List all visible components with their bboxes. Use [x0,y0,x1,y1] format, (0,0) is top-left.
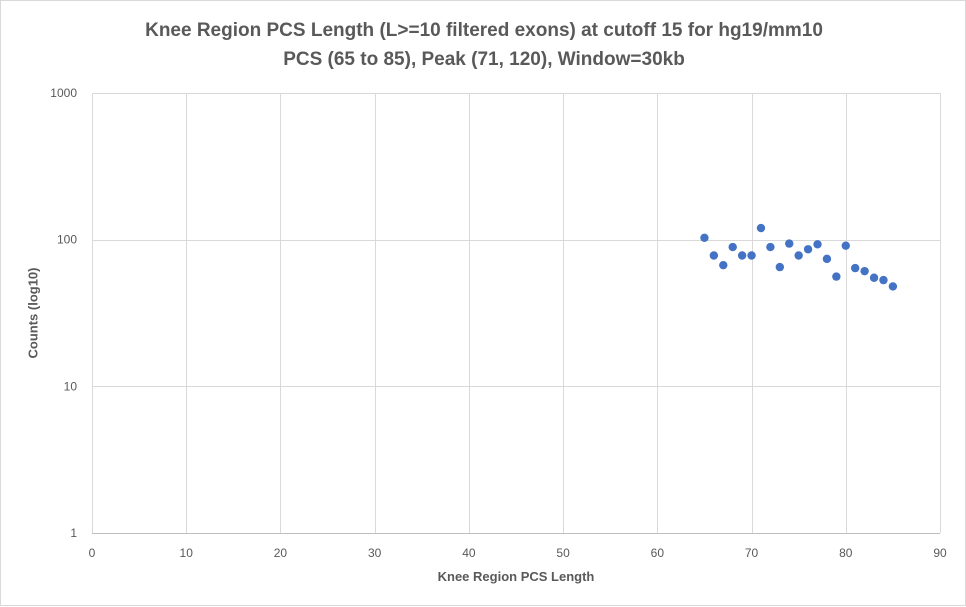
y-tick-label: 10 [64,379,78,393]
data-point [737,251,747,260]
data-point [869,273,879,282]
x-tick-label: 70 [745,546,759,560]
x-tick-label: 40 [462,546,476,560]
x-tick-label: 90 [933,546,947,560]
x-tick-label: 0 [89,546,96,560]
data-point [747,251,756,260]
y-axis-label: Counts (log10) [25,267,41,359]
x-tick-label: 60 [651,546,665,560]
data-point [709,251,719,260]
x-tick-label: 10 [180,546,194,560]
data-point [785,239,794,248]
data-point [775,262,785,272]
data-point [841,241,850,250]
x-tick-label: 50 [556,546,570,560]
data-point [794,251,803,260]
data-point [719,260,728,270]
x-tick-label: 20 [274,546,288,560]
data-point [822,254,832,264]
x-tick-label: 80 [839,546,853,560]
y-tick-label: 1000 [50,86,77,100]
data-point [860,266,869,276]
x-tick-label: 30 [368,546,382,560]
x-axis-label: Knee Region PCS Length [437,569,595,584]
data-point [803,245,813,254]
data-point [832,272,841,281]
data-point [813,240,822,249]
y-tick-label: 1 [70,526,77,540]
data-point [756,223,766,233]
chart-title: Knee Region PCS Length (L>=10 filtered e… [145,20,823,41]
data-point [879,275,888,285]
data-point [766,242,775,252]
chart-subtitle: PCS (65 to 85), Peak (71, 120), Window=3… [283,49,685,70]
data-point [888,282,898,291]
data-point [728,242,737,252]
data-point [851,263,860,273]
data-point [700,233,709,242]
y-tick-label: 100 [57,233,77,247]
